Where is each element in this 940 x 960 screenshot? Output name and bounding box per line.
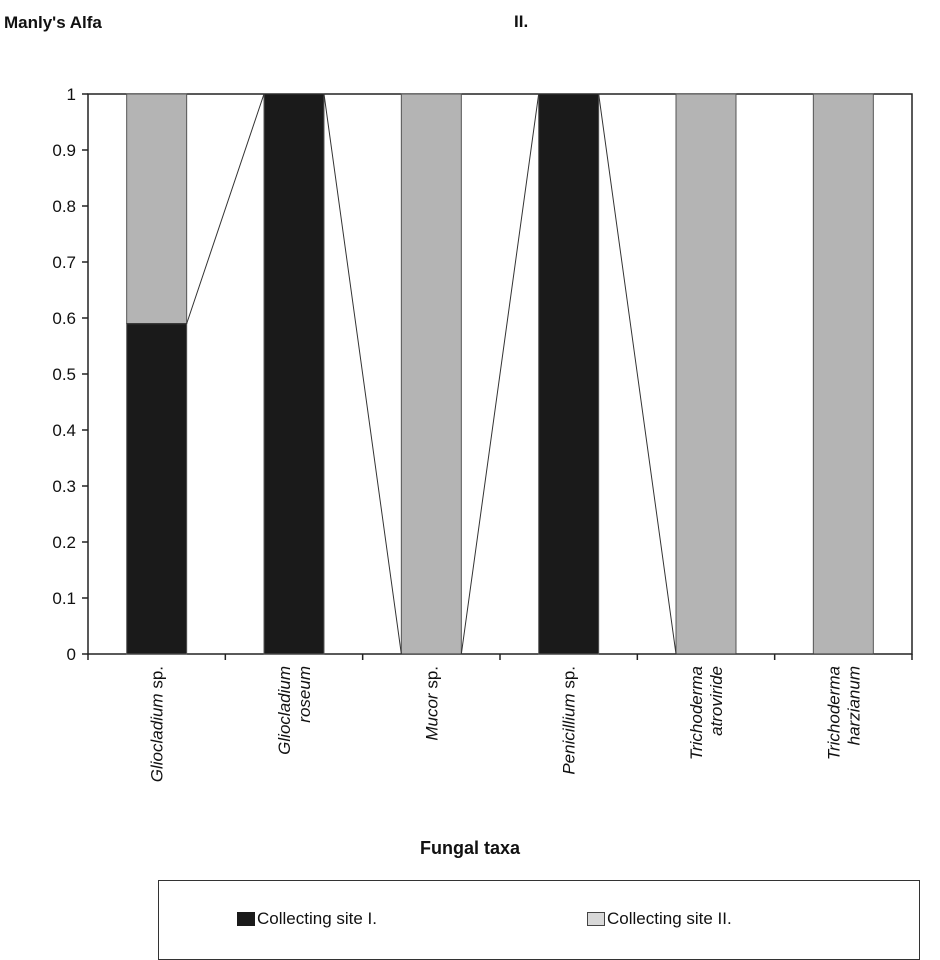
- legend-label-site-2: Collecting site II.: [607, 909, 732, 928]
- bar-4-series-1: [675, 93, 737, 655]
- x-category-label-1-line-2: roseum: [295, 666, 314, 723]
- bar-2-series-1: [400, 93, 462, 655]
- y-tick-label-10: 1: [67, 85, 76, 104]
- x-category-label-2-genus: Mucor: [422, 692, 441, 741]
- x-category-label-0: Gliocladium sp.: [148, 666, 167, 782]
- bar-chart: 0 0.1 0.2 0.3 0.4 0.5 0.6 0.7 0.8 0.9 1 Gliocladium…: [52, 85, 913, 782]
- y-tick-label-9: 0.9: [52, 141, 76, 160]
- x-axis-title: Fungal taxa: [419, 838, 521, 858]
- bar-3-series-0: [538, 93, 600, 655]
- x-category-label-5: Trichoderma harzianum: [824, 666, 863, 760]
- x-category-label-4-genus: Trichoderma: [687, 666, 706, 760]
- y-axis-title: Manly's Alfa: [4, 12, 114, 34]
- x-category-label-5-genus: Trichoderma: [824, 666, 843, 760]
- legend-swatch-site-1: [237, 912, 255, 926]
- x-category-label-1-genus: Gliocladium: [275, 666, 294, 755]
- x-category-label-3-suffix: sp.: [560, 666, 579, 693]
- x-category-label-1-line-1: Gliocladium: [275, 666, 294, 755]
- bar-0-series-1: [126, 93, 188, 325]
- y-tick-label-6: 0.6: [52, 309, 76, 328]
- y-tick-label-4: 0.4: [52, 421, 76, 440]
- legend: Collecting site I. Collecting site II.: [158, 880, 920, 960]
- y-tick-label-7: 0.7: [52, 253, 76, 272]
- bar-1-series-0: [263, 93, 325, 655]
- x-category-label-2-suffix: sp.: [422, 666, 441, 693]
- x-category-label-2: Mucor sp.: [422, 666, 441, 741]
- x-category-label-3-line-1: Penicillium sp.: [560, 666, 579, 775]
- y-tick-label-1: 0.1: [52, 589, 76, 608]
- x-category-label-3-genus: Penicillium: [560, 693, 579, 774]
- x-category-label-3: Penicillium sp.: [560, 666, 579, 775]
- x-category-label-4: Trichoderma atroviride: [687, 666, 726, 760]
- panel-title: II.: [514, 12, 529, 31]
- legend-swatch-site-2: [587, 912, 605, 926]
- x-category-label-5-line-1: Trichoderma: [824, 666, 843, 760]
- bar-0-series-0: [126, 323, 188, 655]
- x-category-label-0-suffix: sp.: [148, 666, 167, 693]
- x-category-label-5-line-2: harzianum: [844, 666, 863, 745]
- y-tick-label-8: 0.8: [52, 197, 76, 216]
- x-category-label-0-line-1: Gliocladium sp.: [148, 666, 167, 782]
- x-category-label-0-genus: Gliocladium: [148, 693, 167, 782]
- y-axis-title-text: Manly's Alfa: [4, 13, 102, 32]
- x-category-label-2-line-1: Mucor sp.: [422, 666, 441, 741]
- x-category-label-4-line-1: Trichoderma: [687, 666, 706, 760]
- y-tick-label-3: 0.3: [52, 477, 76, 496]
- x-category-label-1: Gliocladium roseum: [275, 666, 314, 755]
- y-tick-label-5: 0.5: [52, 365, 76, 384]
- legend-item-site-2: Collecting site II.: [587, 909, 732, 929]
- y-tick-label-0: 0: [67, 645, 76, 664]
- series-1-connector-line: [126, 93, 874, 655]
- bar-5-series-1: [812, 93, 874, 655]
- y-tick-label-2: 0.2: [52, 533, 76, 552]
- x-category-label-4-line-2: atroviride: [707, 666, 726, 736]
- legend-label-site-1: Collecting site I.: [257, 909, 377, 928]
- legend-item-site-1: Collecting site I.: [237, 909, 377, 929]
